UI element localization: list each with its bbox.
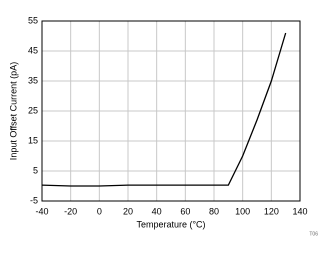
y-tick-label: 15: [28, 135, 38, 145]
y-tick-label: -5: [30, 195, 38, 205]
x-tick-label: -20: [64, 206, 77, 216]
x-tick-label: 80: [209, 206, 219, 216]
y-tick-label: 35: [28, 75, 38, 85]
x-tick-label: 100: [235, 206, 250, 216]
y-tick-label: 45: [28, 45, 38, 55]
plot-frame: [41, 20, 301, 202]
x-tick-label: -40: [35, 206, 48, 216]
figure-note: T06: [309, 231, 318, 237]
y-axis-label: Input Offset Current (pA): [8, 62, 18, 160]
x-tick-label: 140: [292, 206, 307, 216]
x-tick-label: 40: [152, 206, 162, 216]
x-tick-label: 20: [123, 206, 133, 216]
y-tick-label: 5: [33, 165, 38, 175]
x-axis-label: Temperature (°C): [136, 219, 205, 229]
y-tick-label: 25: [28, 105, 38, 115]
x-tick-label: 120: [264, 206, 279, 216]
x-tick-label: 0: [97, 206, 102, 216]
data-line: [41, 32, 287, 187]
x-tick-label: 60: [180, 206, 190, 216]
y-tick-label: 55: [28, 15, 38, 25]
